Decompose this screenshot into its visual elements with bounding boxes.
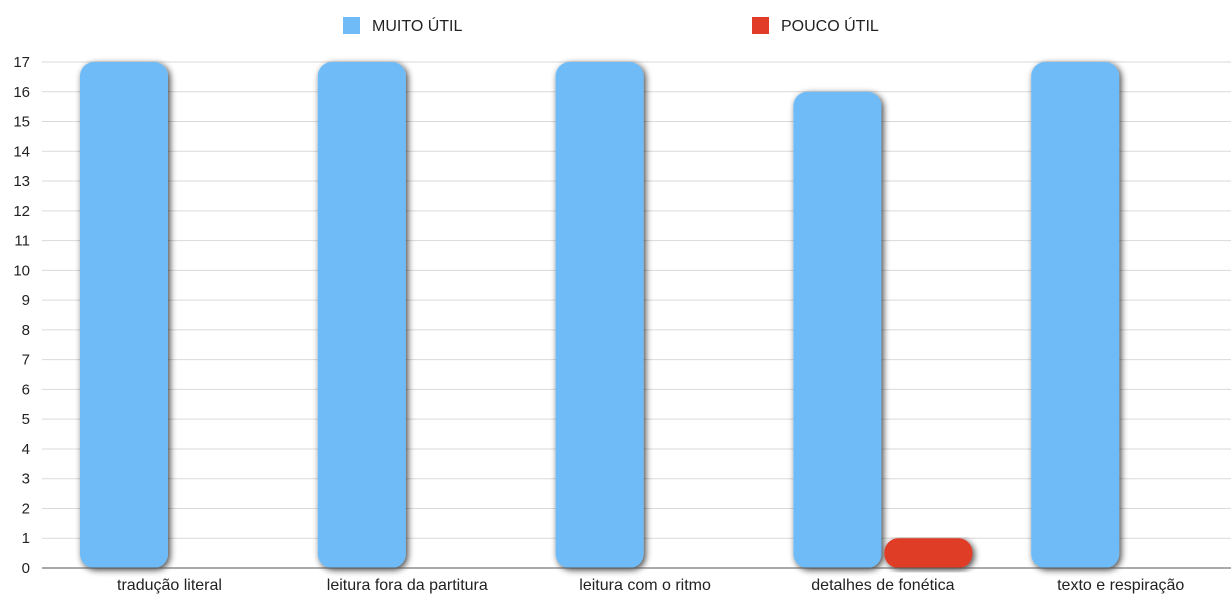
bars <box>80 62 1120 568</box>
legend: MUITO ÚTIL POUCO ÚTIL <box>343 16 879 35</box>
bar-2-4 <box>884 538 973 568</box>
y-tick-label: 2 <box>22 500 30 517</box>
legend-label-1: MUITO ÚTIL <box>372 16 462 35</box>
y-tick-label: 11 <box>14 233 30 250</box>
y-tick-label: 7 <box>22 352 30 369</box>
bar-1-4 <box>793 91 882 568</box>
x-category-label: detalhes de fonética <box>811 577 954 594</box>
y-tick-label: 15 <box>13 114 30 131</box>
legend-swatch-1 <box>343 17 360 34</box>
x-category-label: leitura com o ritmo <box>579 577 711 594</box>
bar-1-2 <box>317 62 406 568</box>
y-tick-label: 0 <box>22 560 30 577</box>
y-tick-label: 14 <box>13 143 30 160</box>
y-tick-label: 6 <box>22 381 30 398</box>
bar-1-3 <box>555 62 644 568</box>
y-tick-label: 17 <box>13 54 30 71</box>
legend-label-2: POUCO ÚTIL <box>781 16 879 35</box>
bar-1-5 <box>1031 62 1120 568</box>
x-category-label: leitura fora da partitura <box>327 577 488 594</box>
x-category-label: texto e respiração <box>1057 577 1184 594</box>
y-tick-label: 4 <box>22 441 30 458</box>
x-category-label: tradução literal <box>117 577 222 594</box>
bar-1-1 <box>80 62 168 568</box>
y-tick-label: 10 <box>13 262 30 279</box>
legend-swatch-2 <box>752 17 769 34</box>
y-tick-label: 3 <box>22 471 30 488</box>
y-tick-label: 5 <box>22 411 30 428</box>
y-tick-label: 8 <box>22 322 30 339</box>
y-tick-label: 16 <box>13 84 30 101</box>
y-tick-label: 12 <box>13 203 30 220</box>
y-tick-label: 9 <box>22 292 30 309</box>
x-axis-labels: tradução literal leitura fora da partitur… <box>117 577 1184 594</box>
y-tick-label: 13 <box>13 173 30 190</box>
y-tick-label: 1 <box>22 530 30 547</box>
